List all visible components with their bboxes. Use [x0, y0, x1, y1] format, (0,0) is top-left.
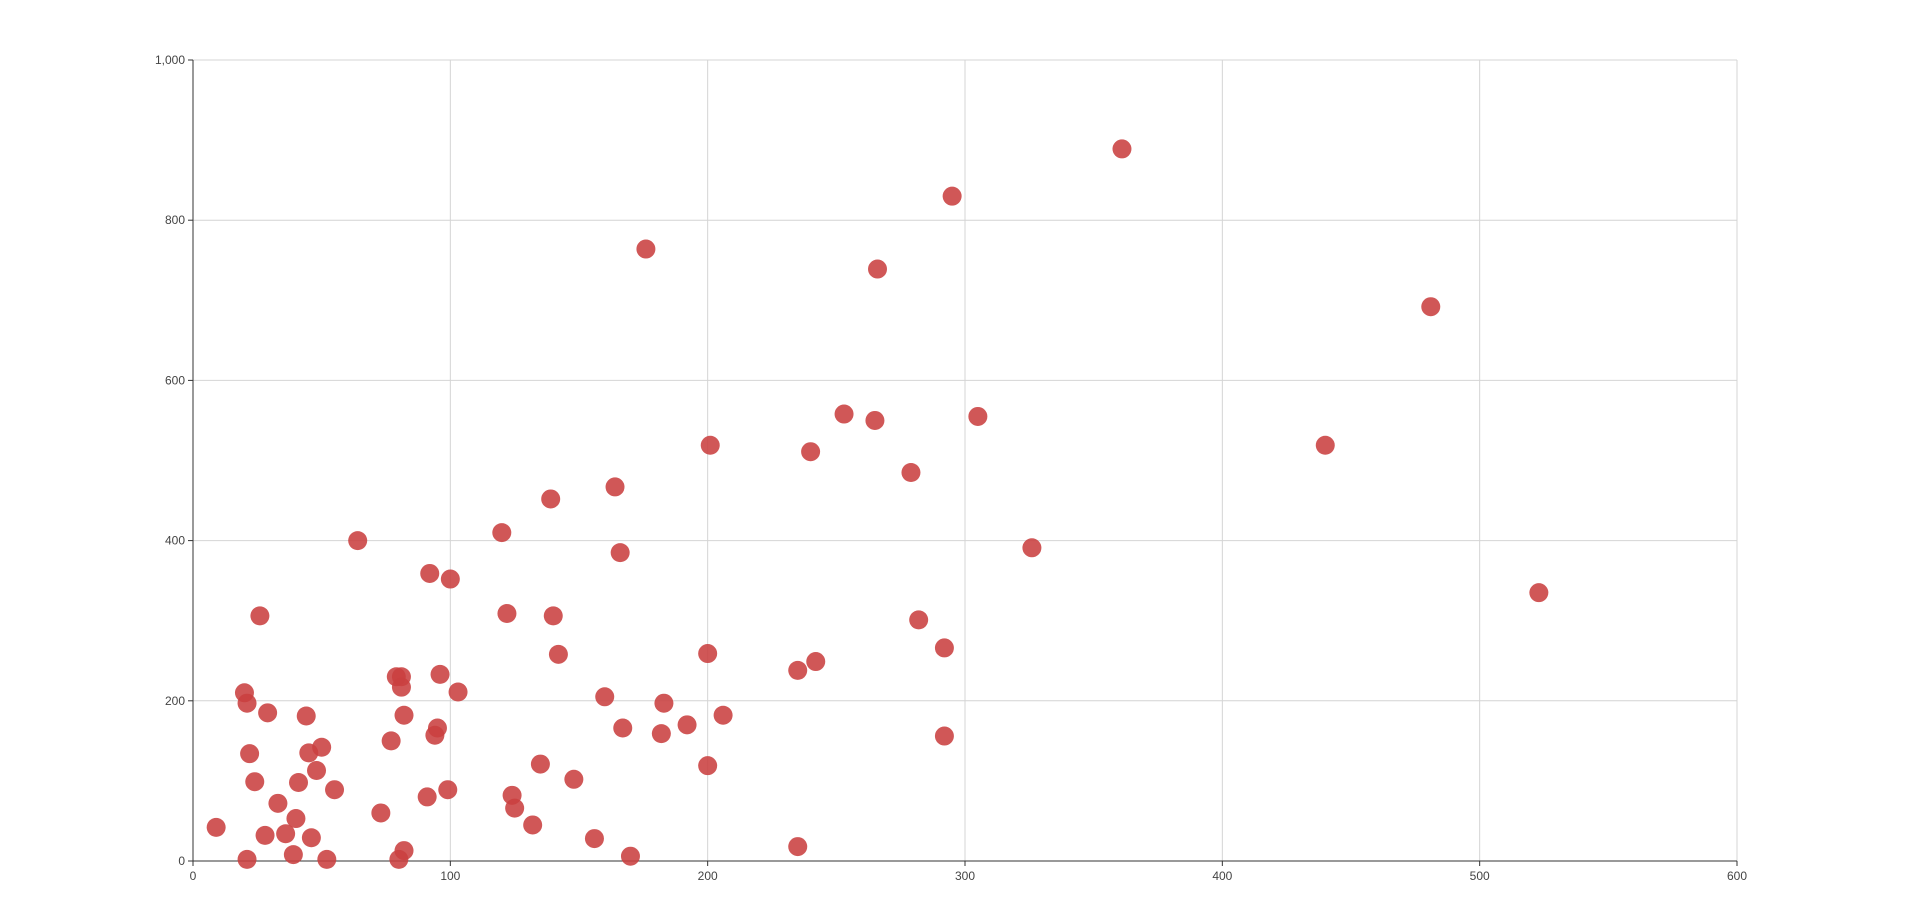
- y-tick-label: 400: [165, 534, 185, 548]
- data-point[interactable]: [276, 824, 296, 844]
- data-point[interactable]: [325, 780, 345, 800]
- data-point[interactable]: [497, 603, 517, 623]
- data-point[interactable]: [1421, 297, 1441, 317]
- data-point[interactable]: [427, 718, 447, 738]
- data-point[interactable]: [530, 754, 550, 774]
- data-point[interactable]: [371, 803, 391, 823]
- data-point[interactable]: [806, 652, 826, 672]
- data-point[interactable]: [713, 705, 733, 725]
- data-point[interactable]: [909, 610, 929, 630]
- data-point[interactable]: [492, 523, 512, 543]
- data-point[interactable]: [548, 644, 568, 664]
- data-point[interactable]: [865, 410, 885, 430]
- data-point[interactable]: [584, 829, 604, 849]
- data-point[interactable]: [698, 644, 718, 664]
- y-tick-label: 600: [165, 373, 185, 387]
- x-tick-label: 400: [1212, 869, 1232, 883]
- data-points: [206, 139, 1549, 869]
- y-tick-label: 1,000: [155, 53, 185, 67]
- data-point[interactable]: [613, 718, 633, 738]
- data-point[interactable]: [317, 849, 337, 869]
- data-point[interactable]: [654, 693, 674, 713]
- data-point[interactable]: [430, 664, 450, 684]
- data-point[interactable]: [255, 825, 275, 845]
- data-point[interactable]: [788, 660, 808, 680]
- data-point[interactable]: [312, 737, 332, 757]
- data-point[interactable]: [834, 404, 854, 424]
- data-point[interactable]: [417, 787, 437, 807]
- data-point[interactable]: [1315, 435, 1335, 455]
- y-tick-label: 0: [178, 854, 185, 868]
- grid: [193, 59, 1738, 861]
- data-point[interactable]: [381, 731, 401, 751]
- data-point[interactable]: [677, 715, 697, 735]
- data-point[interactable]: [245, 772, 265, 792]
- data-point[interactable]: [505, 798, 525, 818]
- data-point[interactable]: [620, 846, 640, 866]
- y-tick-label: 800: [165, 213, 185, 227]
- data-point[interactable]: [348, 531, 368, 551]
- data-point[interactable]: [788, 837, 808, 857]
- data-point[interactable]: [301, 828, 321, 848]
- data-point[interactable]: [934, 638, 954, 658]
- data-point[interactable]: [268, 793, 288, 813]
- y-tick-label: 200: [165, 694, 185, 708]
- data-point[interactable]: [258, 703, 278, 723]
- data-point[interactable]: [1112, 139, 1132, 159]
- data-point[interactable]: [237, 849, 257, 869]
- data-point[interactable]: [595, 687, 615, 707]
- data-point[interactable]: [448, 682, 468, 702]
- x-tick-label: 0: [190, 869, 197, 883]
- x-tick-label: 500: [1470, 869, 1490, 883]
- data-point[interactable]: [934, 726, 954, 746]
- data-point[interactable]: [541, 489, 561, 509]
- x-tick-label: 600: [1727, 869, 1747, 883]
- data-point[interactable]: [307, 760, 327, 780]
- data-point[interactable]: [801, 442, 821, 462]
- data-point[interactable]: [1529, 583, 1549, 603]
- data-point[interactable]: [651, 724, 671, 744]
- x-tick-label: 100: [440, 869, 460, 883]
- data-point[interactable]: [1022, 538, 1042, 558]
- data-point[interactable]: [968, 406, 988, 426]
- x-tick-label: 200: [698, 869, 718, 883]
- x-tick-label: 300: [955, 869, 975, 883]
- data-point[interactable]: [250, 606, 270, 626]
- data-point[interactable]: [296, 706, 316, 726]
- data-point[interactable]: [605, 477, 625, 497]
- data-point[interactable]: [237, 693, 257, 713]
- data-point[interactable]: [523, 815, 543, 835]
- data-point[interactable]: [698, 756, 718, 776]
- data-point[interactable]: [543, 606, 563, 626]
- data-point[interactable]: [901, 463, 921, 483]
- data-point[interactable]: [286, 809, 306, 829]
- data-point[interactable]: [440, 569, 460, 589]
- data-point[interactable]: [206, 817, 226, 837]
- data-point[interactable]: [394, 705, 414, 725]
- data-point[interactable]: [564, 769, 584, 789]
- tick-labels: 0 100 200 300 400 500 600 0 200 400 600 800 1,000: [155, 53, 1747, 883]
- data-point[interactable]: [700, 435, 720, 455]
- data-point[interactable]: [289, 773, 309, 793]
- data-point[interactable]: [394, 841, 414, 861]
- data-point[interactable]: [283, 845, 303, 865]
- data-point[interactable]: [438, 780, 458, 800]
- data-point[interactable]: [610, 543, 630, 563]
- data-point[interactable]: [942, 186, 962, 206]
- data-point[interactable]: [240, 744, 260, 764]
- data-point[interactable]: [420, 563, 440, 583]
- axes: [188, 59, 1738, 866]
- data-point[interactable]: [868, 259, 888, 279]
- data-point[interactable]: [636, 239, 656, 259]
- data-point[interactable]: [391, 677, 411, 697]
